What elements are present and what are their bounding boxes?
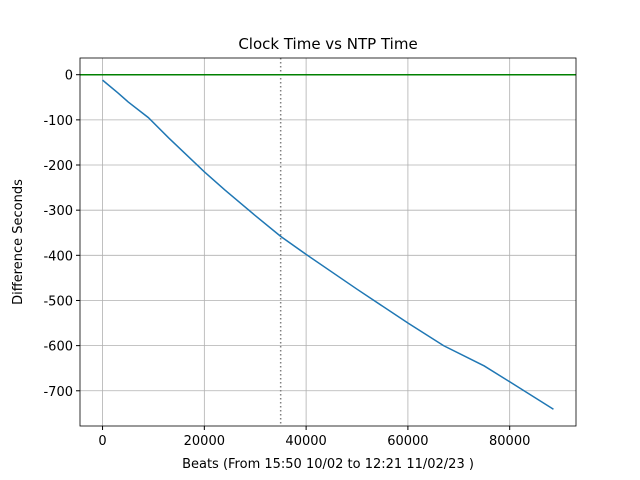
x-tick-label: 0 bbox=[98, 434, 106, 449]
y-tick-label: -300 bbox=[43, 204, 73, 219]
y-axis-label: Difference Seconds bbox=[11, 179, 26, 305]
y-tick-label: -200 bbox=[43, 159, 73, 174]
y-tick-label: -600 bbox=[43, 340, 73, 355]
x-tick-label: 40000 bbox=[285, 434, 326, 449]
y-tick-label: -700 bbox=[43, 385, 73, 400]
y-tick-label: -500 bbox=[43, 294, 73, 309]
y-tick-label: -400 bbox=[43, 249, 73, 264]
plot-frame bbox=[79, 57, 577, 427]
data-line bbox=[102, 79, 554, 410]
x-tick-label: 60000 bbox=[387, 434, 428, 449]
x-tick-label: 80000 bbox=[489, 434, 530, 449]
y-tick-label: 0 bbox=[65, 69, 73, 84]
x-axis-label: Beats (From 15:50 10/02 to 12:21 11/02/2… bbox=[182, 457, 474, 472]
chart-title: Clock Time vs NTP Time bbox=[238, 35, 417, 53]
x-tick-label: 20000 bbox=[184, 434, 225, 449]
y-tick-label: -100 bbox=[43, 114, 73, 129]
